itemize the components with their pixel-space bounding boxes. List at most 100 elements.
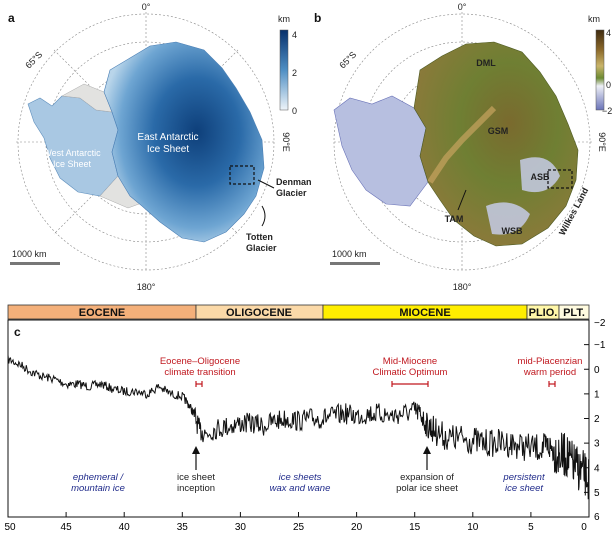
lon-top-a: 0° [142,2,151,12]
panel-a: a East Antarctic Ice Sheet West Antarcti… [8,2,312,292]
y-tick-label: 0 [594,365,600,376]
panel-a-label: a [8,11,15,25]
tam-ridge-b [427,105,497,184]
y-tick-label: 4 [594,463,600,474]
totten-label-1: Totten [246,232,273,242]
colorbar-b-tick-0: 4 [606,28,611,38]
inception-arrow [192,446,200,470]
panel-c-label: c [14,325,21,339]
y-tick-label: 5 [594,488,600,499]
y-tick-label: 2 [594,414,600,425]
phase3-label-1: persistent [502,472,545,483]
x-tick-label: 30 [235,522,247,533]
panel-c: EOCENE OLIGOCENE MIOCENE PLIO. PLT. c 50… [4,304,606,533]
x-tick-label: 40 [119,522,131,533]
mmco-label-1: Mid-Miocene [383,356,437,367]
denman-box [229,165,255,185]
lon-bottom-b: 180° [453,282,472,292]
west-antarctic-label-2: Ice Sheet [53,159,92,169]
y-tick-label: 3 [594,439,600,450]
mmco-label-2: Climatic Optimum [373,367,448,378]
colorbar-b-tick-1: 0 [606,80,611,90]
eot-label-1: Eocene–Oligocene [160,356,240,367]
y-tick-label: 6 [594,512,600,523]
lon-bottom-a: 180° [137,282,156,292]
west-antarctic-label-1: West Antarctic [43,148,101,158]
colorbar-a-tick-0: 4 [292,30,297,40]
expansion-label-1: expansion of [400,472,454,483]
totten-pointer [261,205,266,227]
x-tick-label: 25 [293,522,305,533]
x-tick-label: 5 [528,522,534,533]
x-tick-label: 20 [351,522,363,533]
colorbar-b-tick-2: −2 [602,106,612,116]
x-ticks: 50 45 40 35 30 25 20 15 10 5 0 [4,512,590,533]
label-tam: TAM [445,214,464,224]
totten-label-2: Glacier [246,243,277,253]
tam-pointer [457,189,467,211]
colorbar-b [595,29,605,111]
denman-label-2: Glacier [276,188,307,198]
west-bed-b [333,95,429,207]
era-pleistocene [558,304,590,320]
y-ticks: −2 −1 0 1 2 3 4 5 6 [584,318,606,523]
series-line [7,354,590,500]
phase2-label-2: wax and wane [270,483,331,494]
denman-pointer [257,179,275,189]
y-tick-label: −1 [594,340,606,351]
y-tick-label: −2 [594,318,606,329]
lat-label-a: 65°S [23,49,44,70]
label-wsb: WSB [502,226,523,236]
colorbar-a-tick-2: 0 [292,106,297,116]
x-tick-label: 10 [467,522,479,533]
scale-bar-b [330,262,380,265]
expansion-arrow [423,446,431,470]
colorbar-a [279,29,289,111]
era-bar: EOCENE OLIGOCENE MIOCENE PLIO. PLT. [7,304,590,320]
scale-label-a: 1000 km [12,249,47,259]
colorbar-a-tick-1: 2 [292,68,297,78]
x-tick-label: 45 [61,522,73,533]
inception-label-2: inception [177,483,215,494]
lon-right-b: 90°E [597,132,607,152]
era-label-oligocene: OLIGOCENE [226,307,292,319]
denman-label-1: Denman [276,177,312,187]
asb-box [547,169,573,189]
inception-label-1: ice sheet [177,472,215,483]
lat-label-b: 65°S [337,49,358,70]
y-tick-label: 1 [594,389,600,400]
phase2-label-1: ice sheets [279,472,322,483]
expansion-label-2: polar ice sheet [396,483,458,494]
lon-top-b: 0° [458,2,467,12]
scale-label-b: 1000 km [332,249,367,259]
x-tick-label: 35 [177,522,189,533]
x-tick-label: 50 [4,522,16,533]
mpwp-range-bar [548,381,556,387]
mpwp-label-2: warm period [523,367,576,378]
mpwp-label-1: mid-Piacenzian [518,356,583,367]
era-label-pleistocene: PLT. [563,307,585,319]
eot-label-2: climate transition [164,367,235,378]
era-label-pliocene: PLIO. [529,307,558,319]
lon-right-a: 90°E [281,132,291,152]
label-dml: DML [476,58,496,68]
east-bed-b [413,41,579,247]
label-asb: ASB [530,172,550,182]
eot-range-bar [195,381,203,387]
mmco-range-bar [391,381,429,387]
phase3-label-2: ice sheet [505,483,543,494]
basin-asb-b [520,157,560,193]
basin-wsb-b [486,202,530,235]
east-antarctic-label-1: East Antarctic [137,132,198,143]
scale-bar-a [10,262,60,265]
x-tick-label: 15 [409,522,421,533]
era-label-eocene: EOCENE [79,307,125,319]
colorbar-unit-a: km [278,14,290,24]
colorbar-unit-b: km [588,14,600,24]
x-tick-label: 0 [581,522,587,533]
era-label-miocene: MIOCENE [399,307,450,319]
panel-b: b DML GSM ASB WSB TAM Wilkes Land 0° 180… [314,2,612,292]
east-antarctica-a [103,41,265,243]
label-gsm: GSM [488,126,509,136]
